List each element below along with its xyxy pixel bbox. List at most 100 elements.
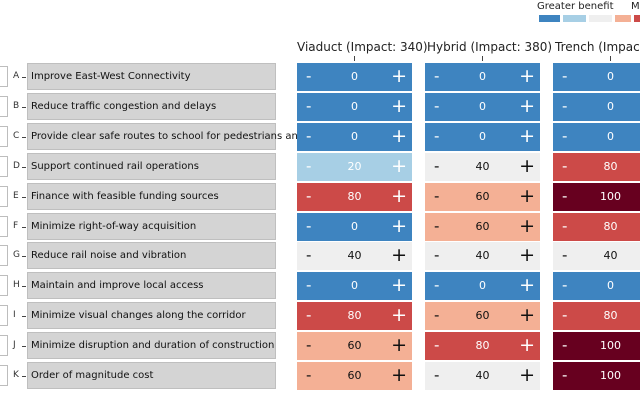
- row-tick: [22, 227, 26, 228]
- row-handle[interactable]: [0, 305, 8, 326]
- increase-button[interactable]: +: [519, 155, 535, 177]
- row-handle[interactable]: [0, 66, 8, 87]
- row-tick: [22, 197, 26, 198]
- decrease-button[interactable]: -: [434, 187, 440, 205]
- legend-greater-benefit-label: Greater benefit: [537, 1, 614, 12]
- score-cell: 100-+: [553, 362, 640, 390]
- decrease-button[interactable]: -: [562, 366, 568, 384]
- decrease-button[interactable]: -: [562, 217, 568, 235]
- row-handle[interactable]: [0, 216, 8, 237]
- row-handle[interactable]: [0, 365, 8, 386]
- decrease-button[interactable]: -: [306, 97, 312, 115]
- decrease-button[interactable]: -: [306, 67, 312, 85]
- increase-button[interactable]: +: [391, 334, 407, 356]
- decrease-button[interactable]: -: [306, 127, 312, 145]
- score-cell: 0 - +: [425, 63, 540, 91]
- increase-button[interactable]: +: [391, 274, 407, 296]
- decrease-button[interactable]: -: [562, 336, 568, 354]
- decrease-button[interactable]: -: [306, 336, 312, 354]
- increase-button[interactable]: +: [391, 244, 407, 266]
- decrease-button[interactable]: -: [434, 127, 440, 145]
- decrease-button[interactable]: -: [306, 217, 312, 235]
- decrease-button[interactable]: -: [306, 157, 312, 175]
- decrease-button[interactable]: -: [562, 306, 568, 324]
- score-cell: 40 - +: [425, 153, 540, 181]
- increase-button[interactable]: +: [519, 334, 535, 356]
- decrease-button[interactable]: -: [562, 187, 568, 205]
- increase-button[interactable]: +: [519, 95, 535, 117]
- row-letter: I: [13, 310, 16, 320]
- row-letter: G: [13, 250, 20, 260]
- score-cell: 80-+: [553, 302, 640, 330]
- increase-button[interactable]: +: [519, 185, 535, 207]
- row-letter: D: [13, 161, 20, 171]
- increase-button[interactable]: +: [519, 274, 535, 296]
- decrease-button[interactable]: -: [434, 366, 440, 384]
- decrease-button[interactable]: -: [434, 246, 440, 264]
- decrease-button[interactable]: -: [434, 336, 440, 354]
- decrease-button[interactable]: -: [434, 217, 440, 235]
- increase-button[interactable]: +: [391, 155, 407, 177]
- decrease-button[interactable]: -: [434, 67, 440, 85]
- increase-button[interactable]: +: [519, 125, 535, 147]
- score-value: 20: [347, 160, 362, 173]
- increase-button[interactable]: +: [391, 364, 407, 386]
- decrease-button[interactable]: -: [306, 246, 312, 264]
- score-value: 0: [479, 70, 486, 83]
- decrease-button[interactable]: -: [562, 246, 568, 264]
- score-cell: 100-+: [553, 332, 640, 360]
- score-value: 80: [475, 339, 490, 352]
- row-handle[interactable]: [0, 96, 8, 117]
- row-handle[interactable]: [0, 186, 8, 207]
- row-letter: B: [13, 101, 20, 111]
- decrease-button[interactable]: -: [434, 157, 440, 175]
- criterion-label: Reduce rail noise and vibration: [27, 242, 276, 269]
- increase-button[interactable]: +: [519, 215, 535, 237]
- increase-button[interactable]: +: [391, 304, 407, 326]
- score-value: 0: [479, 130, 486, 143]
- decrease-button[interactable]: -: [562, 157, 568, 175]
- legend-right-label: M: [631, 1, 640, 12]
- increase-button[interactable]: +: [391, 215, 407, 237]
- score-cell: 60 - +: [297, 362, 412, 390]
- decrease-button[interactable]: -: [306, 306, 312, 324]
- decrease-button[interactable]: -: [306, 276, 312, 294]
- score-value: 60: [475, 309, 490, 322]
- increase-button[interactable]: +: [391, 65, 407, 87]
- criterion-label: Minimize right-of-way acquisition: [27, 213, 276, 240]
- color-legend: Greater benefit M: [0, 0, 640, 26]
- decrease-button[interactable]: -: [562, 97, 568, 115]
- decrease-button[interactable]: -: [562, 276, 568, 294]
- decrease-button[interactable]: -: [434, 276, 440, 294]
- decrease-button[interactable]: -: [562, 127, 568, 145]
- score-cell: 0-+: [553, 123, 640, 151]
- row-tick: [22, 286, 26, 287]
- increase-button[interactable]: +: [391, 95, 407, 117]
- score-cell: 100-+: [553, 183, 640, 211]
- row-handle[interactable]: [0, 126, 8, 147]
- increase-button[interactable]: +: [391, 185, 407, 207]
- legend-swatch: [563, 15, 586, 22]
- criterion-label: Minimize disruption and duration of cons…: [27, 332, 276, 359]
- row-tick: [22, 137, 26, 138]
- row-handle[interactable]: [0, 275, 8, 296]
- decrease-button[interactable]: -: [306, 366, 312, 384]
- increase-button[interactable]: +: [519, 364, 535, 386]
- row-handle[interactable]: [0, 335, 8, 356]
- increase-button[interactable]: +: [391, 125, 407, 147]
- score-cell: 80-+: [297, 183, 412, 211]
- row-handle[interactable]: [0, 245, 8, 266]
- criterion-label: Maintain and improve local access: [27, 272, 276, 299]
- score-value: 80: [603, 309, 618, 322]
- score-cell: 0-+: [297, 213, 412, 241]
- row-handle[interactable]: [0, 156, 8, 177]
- increase-button[interactable]: +: [519, 244, 535, 266]
- decrease-button[interactable]: -: [562, 67, 568, 85]
- decrease-button[interactable]: -: [434, 97, 440, 115]
- decrease-button[interactable]: -: [434, 306, 440, 324]
- criterion-label: Improve East-West Connectivity: [27, 63, 276, 90]
- decrease-button[interactable]: -: [306, 187, 312, 205]
- increase-button[interactable]: +: [519, 65, 535, 87]
- score-cell: 20 - +: [297, 153, 412, 181]
- increase-button[interactable]: +: [519, 304, 535, 326]
